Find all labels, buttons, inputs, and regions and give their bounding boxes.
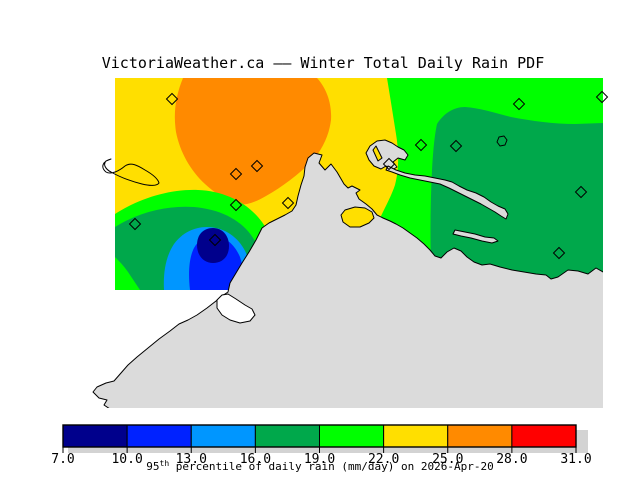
- station-marker-diamond: [449, 139, 463, 153]
- colorbar-tick-label: 19.0: [304, 452, 335, 467]
- colorbar-segment: [190, 424, 256, 448]
- station-marker-diamond: [414, 138, 428, 152]
- caption-base: 95: [146, 460, 159, 473]
- station-marker-diamond: [552, 246, 566, 260]
- colorbar-tick-label: 7.0: [51, 452, 74, 467]
- colorbar-tick-label: 10.0: [111, 452, 142, 467]
- colorbar-segment: [383, 424, 449, 448]
- station-marker-diamond: [229, 167, 243, 181]
- station-marker-diamond: [165, 92, 179, 106]
- island-narrow-strip: [385, 165, 509, 220]
- map-title: VictoriaWeather.ca —— Winter Total Daily…: [102, 54, 545, 72]
- coastline-ring-layer: [102, 135, 508, 186]
- station-marker-diamond: [128, 217, 142, 231]
- colorbar-segment: [319, 424, 385, 448]
- colorbar-segment: [511, 424, 577, 448]
- contour-region-orange-max: [174, 78, 332, 205]
- caption-rest: percentile of daily rain (mm/day) on 202…: [169, 460, 494, 473]
- colorbar-segment: [126, 424, 192, 448]
- colorbar-tick-label: 22.0: [368, 452, 399, 467]
- contour-fill-layer: [115, 78, 603, 290]
- contour-region-seagreen-east: [430, 107, 603, 290]
- station-marker-diamond: [281, 196, 295, 210]
- station-marker-diamond: [250, 159, 264, 173]
- colorbar-segment: [254, 424, 320, 448]
- colorbar-tick-label: 31.0: [560, 452, 591, 467]
- island-claw-notch: [372, 145, 383, 162]
- bay-water-pocket: [216, 293, 256, 324]
- station-marker-diamond: [229, 198, 243, 212]
- colorbar-segments: [62, 424, 577, 448]
- station-marker-diamond: [208, 233, 222, 247]
- colorbar-segment: [62, 424, 128, 448]
- colorbar-caption: 95th percentile of daily rain (mm/day) o…: [146, 459, 493, 473]
- peninsula-narrow-strip: [452, 229, 499, 244]
- station-marker-diamond: [382, 157, 396, 171]
- colorbar-tick-label: 13.0: [176, 452, 207, 467]
- station-marker-diamond: [512, 97, 526, 111]
- station-marker-diamond: [574, 185, 588, 199]
- colorbar: 7.0 10.0 13.0 16.0 19.0 22.0 25.0 28.0 31.0 95th…: [51, 424, 592, 473]
- colorbar-tick-label: 16.0: [240, 452, 271, 467]
- caption-superscript: th: [160, 459, 170, 468]
- island-outline-west: [102, 158, 160, 186]
- island-outline-small: [496, 135, 508, 147]
- colorbar-segment: [447, 424, 513, 448]
- station-markers-layer: [128, 90, 609, 260]
- colorbar-tick-label: 28.0: [496, 452, 527, 467]
- colorbar-ticks: 7.0 10.0 13.0 16.0 19.0 22.0 25.0 28.0 31.0: [51, 447, 592, 467]
- land-layer: [92, 139, 603, 408]
- contour-region-navy-minimum: [197, 228, 229, 263]
- harbour-water-pocket: [340, 206, 375, 228]
- colorbar-tick-label: 25.0: [432, 452, 463, 467]
- station-marker-diamond: [595, 90, 609, 104]
- land-main-coastline: [92, 152, 603, 408]
